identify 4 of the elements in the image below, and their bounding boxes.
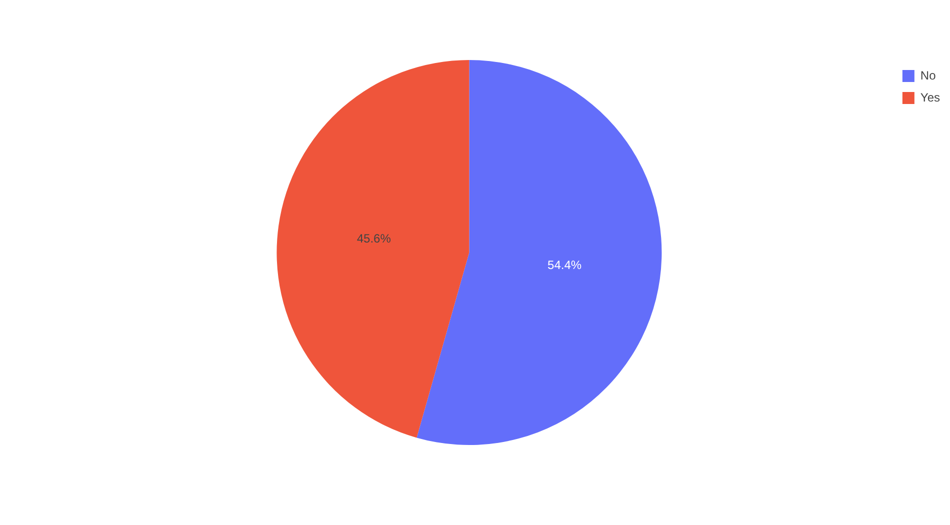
data-label: 45.6% <box>356 232 392 246</box>
data-label: 54.4% <box>548 258 582 272</box>
legend-label: No <box>920 68 936 82</box>
legend-label: Yes <box>920 90 940 104</box>
